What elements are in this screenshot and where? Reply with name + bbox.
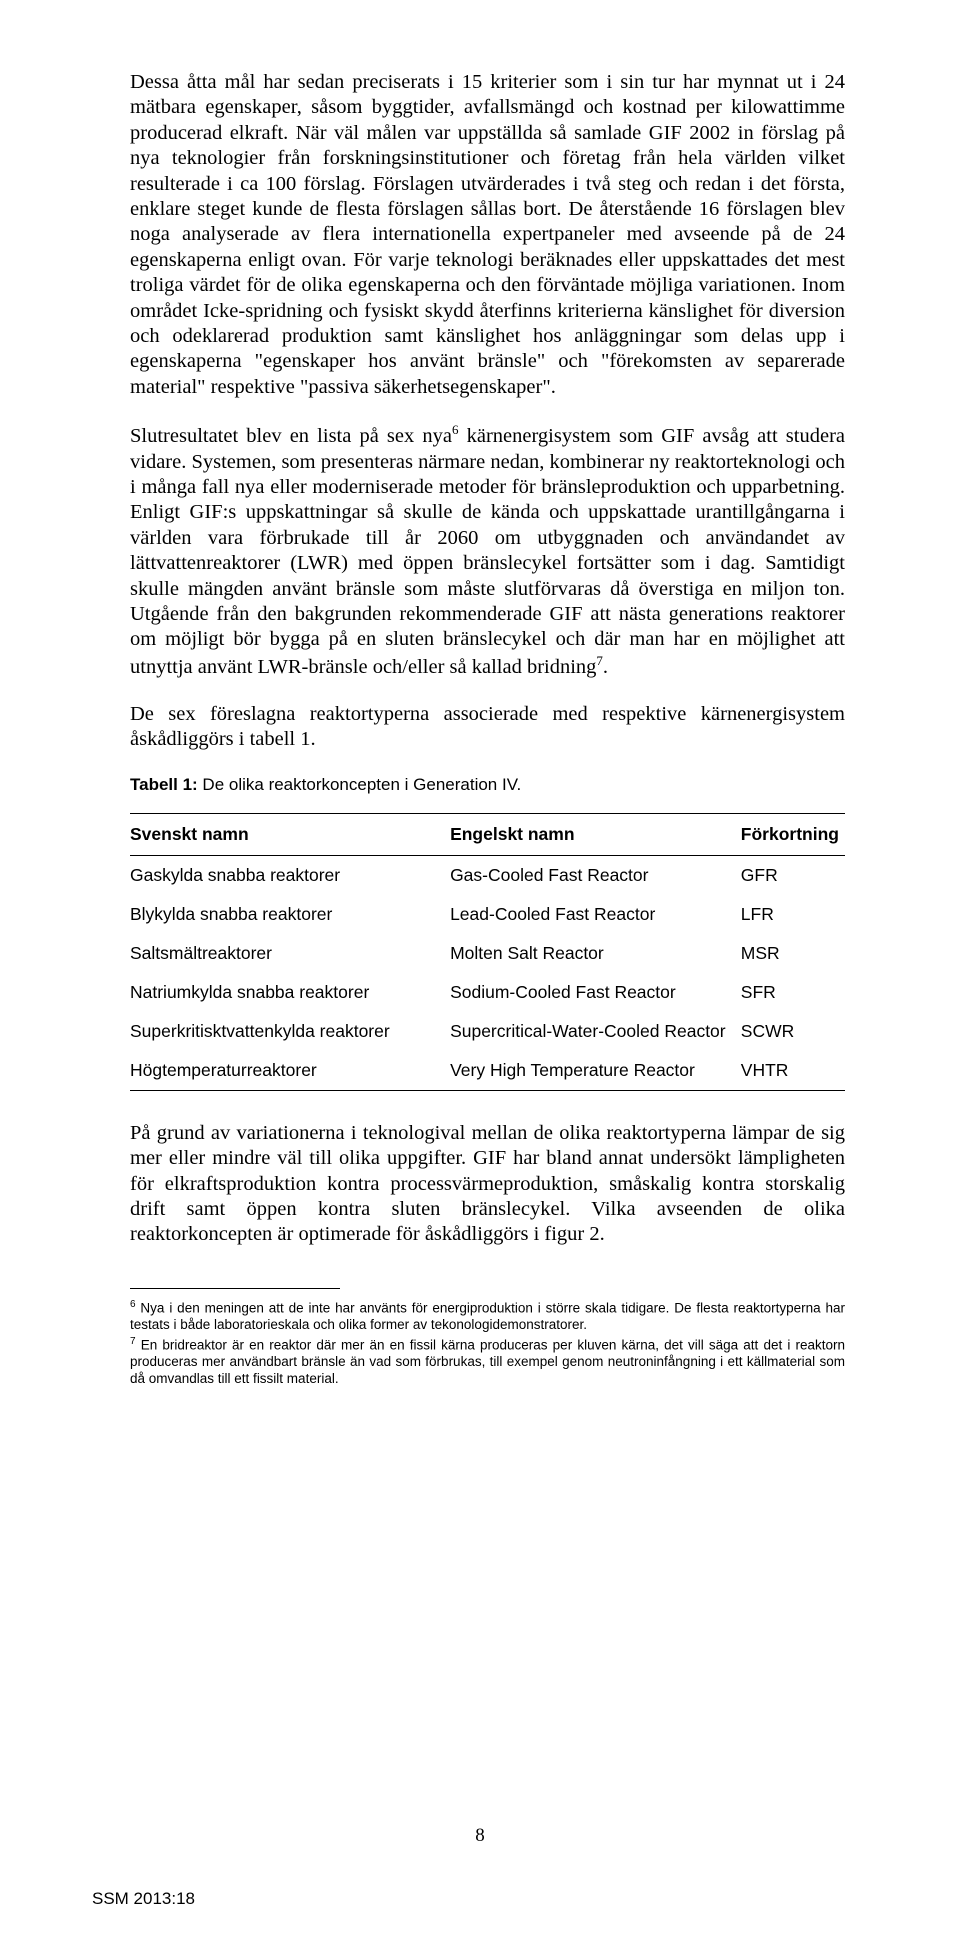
table-row: Högtemperaturreaktorer Very High Tempera… [130, 1051, 845, 1091]
table-row: Natriumkylda snabba reaktorer Sodium-Coo… [130, 973, 845, 1012]
paragraph-1: Dessa åtta mål har sedan preciserats i 1… [130, 70, 845, 400]
cell-en: Sodium-Cooled Fast Reactor [450, 973, 741, 1012]
table-row: Superkritisktvattenkylda reaktorer Super… [130, 1012, 845, 1051]
table-header-en: Engelskt namn [450, 813, 741, 855]
table-header-sv: Svenskt namn [130, 813, 450, 855]
table-header-row: Svenskt namn Engelskt namn Förkortning [130, 813, 845, 855]
document-id: SSM 2013:18 [92, 1889, 195, 1909]
cell-en: Supercritical-Water-Cooled Reactor [450, 1012, 741, 1051]
paragraph-3: De sex föreslagna reaktortyperna associe… [130, 702, 845, 753]
table-caption: Tabell 1: De olika reaktorkoncepten i Ge… [130, 775, 845, 795]
footnote-6: 6 Nya i den meningen att de inte har anv… [130, 1299, 845, 1334]
paragraph-4: På grund av variationerna i teknologival… [130, 1121, 845, 1248]
table-row: Saltsmältreaktorer Molten Salt Reactor M… [130, 934, 845, 973]
cell-en: Lead-Cooled Fast Reactor [450, 895, 741, 934]
cell-sv: Superkritisktvattenkylda reaktorer [130, 1012, 450, 1051]
footnote-separator [130, 1288, 340, 1289]
cell-en: Gas-Cooled Fast Reactor [450, 855, 741, 895]
cell-ab: SFR [741, 973, 845, 1012]
cell-ab: LFR [741, 895, 845, 934]
cell-sv: Blykylda snabba reaktorer [130, 895, 450, 934]
reactor-table: Svenskt namn Engelskt namn Förkortning G… [130, 813, 845, 1091]
table-header-ab: Förkortning [741, 813, 845, 855]
cell-sv: Saltsmältreaktorer [130, 934, 450, 973]
cell-en: Very High Temperature Reactor [450, 1051, 741, 1091]
cell-ab: SCWR [741, 1012, 845, 1051]
p2-part-b: kärnenergisystem som GIF avsåg att stude… [130, 425, 845, 677]
p2-part-a: Slutresultatet blev en lista på sex nya [130, 425, 452, 447]
page-number: 8 [0, 1825, 960, 1847]
table-row: Gaskylda snabba reaktorer Gas-Cooled Fas… [130, 855, 845, 895]
footnote-text-6: Nya i den meningen att de inte har använ… [130, 1300, 845, 1332]
cell-sv: Gaskylda snabba reaktorer [130, 855, 450, 895]
cell-ab: GFR [741, 855, 845, 895]
cell-ab: MSR [741, 934, 845, 973]
footnote-text-7: En bridreaktor är en reaktor där mer än … [130, 1338, 845, 1387]
cell-sv: Högtemperaturreaktorer [130, 1051, 450, 1091]
table-caption-label: Tabell 1: [130, 775, 198, 794]
table-caption-text: De olika reaktorkoncepten i Generation I… [198, 775, 522, 794]
paragraph-2: Slutresultatet blev en lista på sex nya6… [130, 422, 845, 680]
footnote-7: 7 En bridreaktor är en reaktor där mer ä… [130, 1336, 845, 1388]
cell-sv: Natriumkylda snabba reaktorer [130, 973, 450, 1012]
document-page: Dessa åtta mål har sedan preciserats i 1… [0, 0, 960, 1947]
table-row: Blykylda snabba reaktorer Lead-Cooled Fa… [130, 895, 845, 934]
p2-part-c: . [603, 656, 608, 678]
cell-ab: VHTR [741, 1051, 845, 1091]
cell-en: Molten Salt Reactor [450, 934, 741, 973]
